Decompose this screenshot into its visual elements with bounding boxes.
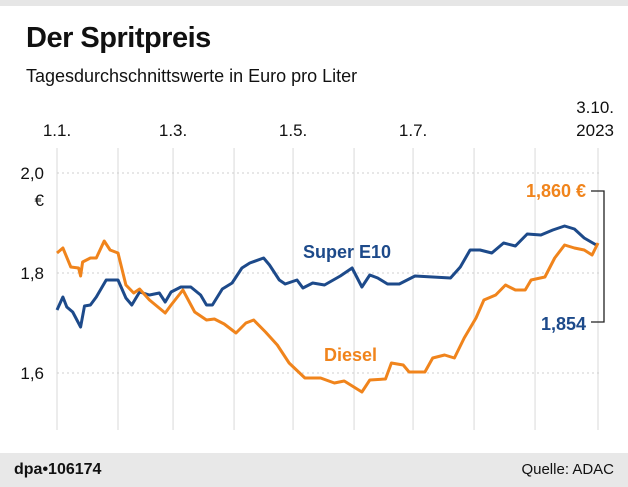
series-label-super-e10: Super E10	[303, 242, 391, 262]
x-tick-label: 1.7.	[399, 121, 427, 140]
y-tick-label: 1,8	[20, 264, 44, 283]
y-unit-label: €	[35, 191, 45, 210]
y-tick-label: 1,6	[20, 364, 44, 383]
end-label-super-e10: 1,854	[541, 314, 586, 334]
series-label-diesel: Diesel	[324, 345, 377, 365]
source: Quelle: ADAC	[521, 461, 614, 478]
credit: dpa•106174	[14, 461, 102, 478]
x-tick-label: 1.3.	[159, 121, 187, 140]
y-tick-label: 2,0	[20, 164, 44, 183]
top-bar	[0, 0, 628, 6]
series-line-super-e10	[55, 224, 599, 329]
x-tick-label: 2023	[576, 121, 614, 140]
x-tick-label-date: 3.10.	[576, 98, 614, 117]
series-line-diesel	[56, 239, 600, 394]
end-label-diesel: 1,860 €	[526, 181, 586, 201]
x-tick-label: 1.1.	[43, 121, 71, 140]
chart-subtitle: Tagesdurchschnittswerte in Euro pro Lite…	[26, 66, 358, 86]
footer: dpa•106174 Quelle: ADAC	[0, 453, 628, 487]
end-value-bracket	[591, 190, 605, 323]
x-tick-label: 1.5.	[279, 121, 307, 140]
chart-title: Der Spritpreis	[26, 22, 211, 54]
